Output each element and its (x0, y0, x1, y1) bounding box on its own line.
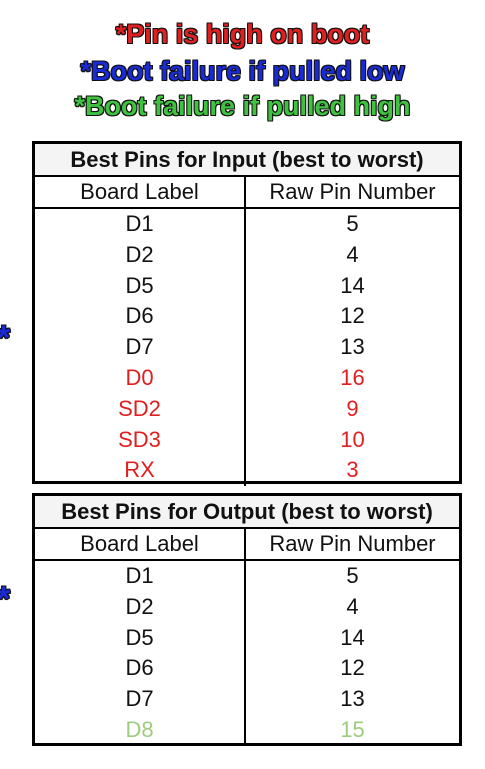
input-label-column: D1 D2 D5 D6 D7 D0 SD2 SD3 RX (35, 209, 246, 487)
output-table-title: Best Pins for Output (best to worst) (35, 496, 459, 529)
output-row-board-label: D1 (125, 563, 154, 588)
input-table-body: D1 D2 D5 D6 D7 D0 SD2 SD3 RX 5 4 14 12 13 16 9 10 3 (35, 209, 459, 487)
input-row-board-label: D1 (125, 211, 154, 236)
output-table-body: D1 D2 D5 D6 D7 D8 5 4 14 12 13 15 (35, 561, 459, 746)
output-row-board-label: D2 (125, 593, 154, 619)
input-row-raw-pin-number: 16 (340, 364, 365, 390)
output-label-column: D1 D2 D5 D6 D7 D8 (35, 561, 246, 746)
input-row-board-label: D2 (125, 241, 154, 267)
input-row-raw-pin-number: 14 (340, 272, 365, 298)
input-table-header: Board Label Raw Pin Number (35, 177, 459, 209)
output-row-raw-pin-number: 13 (340, 686, 365, 712)
input-row-raw-pin-number: 12 (340, 303, 365, 329)
output-table-header: Board Label Raw Pin Number (35, 529, 459, 561)
input-table-title: Best Pins for Input (best to worst) (35, 144, 459, 177)
header-board-label: Board Label (35, 177, 246, 207)
input-row-raw-pin-number: 10 (340, 426, 365, 452)
legend-fail-if-pulled-high: *Boot failure if pulled high (74, 91, 411, 121)
input-row-board-label: D6 (125, 303, 154, 329)
input-row-raw-pin-number: 3 (346, 457, 359, 483)
input-row-raw-pin-number: 4 (346, 241, 359, 267)
input-row-board-label: D5 (125, 272, 154, 298)
input-row-board-label: SD2 (118, 395, 161, 421)
output-row-raw-pin-number: 15 (340, 716, 365, 742)
output-pin-column: 5 4 14 12 13 15 (246, 561, 459, 746)
legend-high-on-boot: *Pin is high on boot (115, 19, 370, 49)
output-row-raw-pin-number: 14 (340, 624, 365, 650)
output-row-raw-pin-number: 4 (346, 593, 359, 619)
input-row-board-label: SD3 (118, 426, 161, 452)
header-raw-pin-number: Raw Pin Number (269, 531, 436, 556)
input-side-marker: * (0, 321, 10, 355)
header-raw-pin-number: Raw Pin Number (269, 179, 436, 204)
input-row-board-label: D0 (125, 364, 154, 390)
output-row-raw-pin-number: 5 (346, 563, 359, 588)
output-row-raw-pin-number: 12 (340, 655, 365, 681)
input-row-raw-pin-number: 9 (346, 395, 359, 421)
output-row-board-label: D7 (125, 686, 154, 712)
header-board-label: Board Label (35, 529, 246, 559)
input-pin-column: 5 4 14 12 13 16 9 10 3 (246, 209, 459, 486)
input-row-board-label: RX (124, 457, 155, 483)
output-row-board-label: D6 (125, 655, 154, 681)
input-pins-table: Best Pins for Input (best to worst) Boar… (32, 141, 462, 487)
input-row-raw-pin-number: 5 (346, 211, 359, 236)
legend-fail-if-pulled-low: *Boot failure if pulled low (80, 56, 405, 86)
output-pins-table: Best Pins for Output (best to worst) Boa… (32, 493, 462, 746)
output-side-marker: * (0, 582, 10, 616)
input-row-board-label: D7 (125, 334, 154, 360)
output-row-board-label: D5 (125, 624, 154, 650)
input-row-raw-pin-number: 13 (340, 334, 365, 360)
output-row-board-label: D8 (125, 716, 154, 742)
